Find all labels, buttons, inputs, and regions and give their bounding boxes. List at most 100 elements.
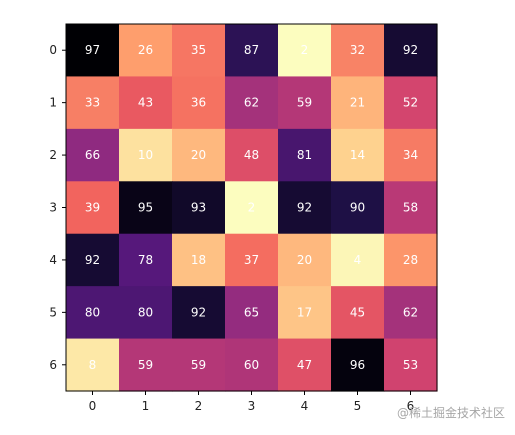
heatmap-cell-3-4 <box>278 181 332 235</box>
heatmap-cells <box>66 24 438 392</box>
heatmap-cell-2-5 <box>331 128 385 182</box>
heatmap-cell-0-2 <box>172 24 226 78</box>
cell-label-2-5: 14 <box>350 148 365 162</box>
heatmap-cell-1-1 <box>119 76 173 130</box>
x-tick-label-2: 2 <box>195 399 203 413</box>
cell-label-4-5: 4 <box>354 253 362 267</box>
heatmap-cell-5-4 <box>278 286 332 340</box>
heatmap-cell-2-0 <box>66 128 120 182</box>
heatmap-cell-1-0 <box>66 76 120 130</box>
heatmap-cell-6-1 <box>119 338 173 392</box>
cell-label-6-0: 8 <box>89 358 97 372</box>
heatmap-cell-1-4 <box>278 76 332 130</box>
cell-label-6-2: 59 <box>191 358 206 372</box>
heatmap-cell-1-5 <box>331 76 385 130</box>
cell-label-4-3: 37 <box>244 253 259 267</box>
heatmap-cell-6-2 <box>172 338 226 392</box>
heatmap-cell-3-1 <box>119 181 173 235</box>
heatmap-cell-6-6 <box>384 338 438 392</box>
heatmap-cell-4-2 <box>172 233 226 287</box>
x-tick-label-1: 1 <box>142 399 150 413</box>
cell-label-2-0: 66 <box>85 148 100 162</box>
cell-label-6-3: 60 <box>244 358 259 372</box>
cell-label-0-1: 26 <box>138 43 153 57</box>
cell-label-1-6: 52 <box>403 96 418 110</box>
cell-label-6-4: 47 <box>297 358 312 372</box>
cell-label-0-5: 32 <box>350 43 365 57</box>
cell-label-1-2: 36 <box>191 96 206 110</box>
heatmap-cell-5-0 <box>66 286 120 340</box>
cell-label-2-1: 10 <box>138 148 153 162</box>
cell-label-2-2: 20 <box>191 148 206 162</box>
cell-label-0-4: 2 <box>301 43 309 57</box>
y-tick-label-4: 4 <box>49 253 57 267</box>
watermark-text: @稀土掘金技术社区 <box>396 406 505 420</box>
y-tick-label-1: 1 <box>49 96 57 110</box>
x-tick-label-4: 4 <box>301 399 309 413</box>
y-tick-label-0: 0 <box>49 43 57 57</box>
heatmap-cell-0-0 <box>66 24 120 78</box>
cell-label-0-2: 35 <box>191 43 206 57</box>
cell-label-2-6: 34 <box>403 148 418 162</box>
y-tick-label-3: 3 <box>49 201 57 215</box>
x-tick-label-3: 3 <box>248 399 256 413</box>
cell-label-4-2: 18 <box>191 253 206 267</box>
cell-label-3-5: 90 <box>350 201 365 215</box>
cell-label-1-4: 59 <box>297 96 312 110</box>
heatmap-cell-3-0 <box>66 181 120 235</box>
y-axis: 0 1 2 3 4 5 6 <box>49 43 66 372</box>
heatmap-cell-5-6 <box>384 286 438 340</box>
heatmap-cell-3-6 <box>384 181 438 235</box>
cell-label-5-6: 62 <box>403 305 418 319</box>
cell-label-3-1: 95 <box>138 201 153 215</box>
cell-label-0-0: 97 <box>85 43 100 57</box>
x-tick-label-0: 0 <box>89 399 97 413</box>
cell-label-5-0: 80 <box>85 305 100 319</box>
cell-label-5-3: 65 <box>244 305 259 319</box>
cell-label-1-3: 62 <box>244 96 259 110</box>
heatmap-cell-2-2 <box>172 128 226 182</box>
heatmap-cell-3-3 <box>225 181 279 235</box>
cell-label-0-6: 92 <box>403 43 418 57</box>
heatmap-cell-5-1 <box>119 286 173 340</box>
heatmap-cell-0-6 <box>384 24 438 78</box>
cell-label-5-2: 92 <box>191 305 206 319</box>
y-tick-label-5: 5 <box>49 305 57 319</box>
cell-label-4-4: 20 <box>297 253 312 267</box>
cell-label-5-1: 80 <box>138 305 153 319</box>
heatmap-cell-6-5 <box>331 338 385 392</box>
heatmap-cell-2-1 <box>119 128 173 182</box>
x-tick-label-6: 6 <box>407 399 415 413</box>
cell-label-1-1: 43 <box>138 96 153 110</box>
heatmap-cell-1-2 <box>172 76 226 130</box>
cell-label-3-2: 93 <box>191 201 206 215</box>
heatmap-cell-4-3 <box>225 233 279 287</box>
heatmap-cell-4-0 <box>66 233 120 287</box>
y-tick-label-2: 2 <box>49 148 57 162</box>
cell-label-3-6: 58 <box>403 201 418 215</box>
cell-label-2-4: 81 <box>297 148 312 162</box>
cell-label-6-5: 96 <box>350 358 365 372</box>
heatmap-cell-4-1 <box>119 233 173 287</box>
cell-label-3-0: 39 <box>85 201 100 215</box>
cell-label-6-6: 53 <box>403 358 418 372</box>
heatmap-cell-4-6 <box>384 233 438 287</box>
x-axis: 0 1 2 3 4 5 6 <box>89 391 415 413</box>
cell-label-5-4: 17 <box>297 305 312 319</box>
heatmap-cell-0-1 <box>119 24 173 78</box>
heatmap-cell-6-0 <box>66 338 120 392</box>
heatmap-cell-0-4 <box>278 24 332 78</box>
heatmap-cell-3-2 <box>172 181 226 235</box>
cell-label-0-3: 87 <box>244 43 259 57</box>
cell-label-6-1: 59 <box>138 358 153 372</box>
heatmap-cell-2-3 <box>225 128 279 182</box>
cell-label-3-3: 2 <box>248 201 256 215</box>
heatmap-cell-1-6 <box>384 76 438 130</box>
cell-label-1-5: 21 <box>350 96 365 110</box>
cell-label-2-3: 48 <box>244 148 259 162</box>
x-tick-label-5: 5 <box>354 399 362 413</box>
cell-label-1-0: 33 <box>85 96 100 110</box>
y-tick-label-6: 6 <box>49 358 57 372</box>
